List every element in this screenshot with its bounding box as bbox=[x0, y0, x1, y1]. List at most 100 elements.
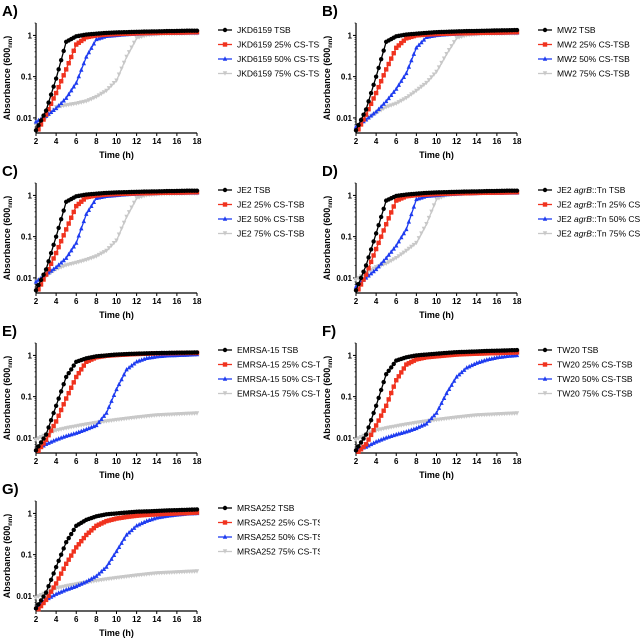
data-point bbox=[79, 225, 84, 231]
data-point bbox=[411, 90, 417, 95]
data-point bbox=[381, 48, 386, 53]
data-point bbox=[401, 97, 406, 102]
data-point bbox=[84, 211, 89, 216]
panel-label: A) bbox=[2, 3, 18, 20]
data-point bbox=[58, 585, 64, 590]
data-point bbox=[63, 561, 69, 566]
data-point bbox=[33, 279, 39, 284]
data-point bbox=[361, 444, 366, 449]
data-point bbox=[406, 219, 412, 224]
x-tick-label: 6 bbox=[74, 297, 79, 306]
y-axis-label-close: ) bbox=[322, 196, 332, 199]
x-tick-label: 14 bbox=[152, 457, 161, 466]
data-point bbox=[497, 350, 502, 356]
data-point bbox=[53, 403, 59, 408]
data-point bbox=[74, 42, 79, 47]
legend-marker bbox=[222, 505, 228, 511]
data-point bbox=[36, 606, 41, 612]
data-point bbox=[84, 54, 89, 59]
x-tick-label: 4 bbox=[54, 137, 59, 146]
data-point bbox=[46, 259, 51, 264]
data-point bbox=[386, 104, 391, 109]
x-tick-label: 10 bbox=[432, 137, 441, 146]
data-point bbox=[53, 250, 59, 256]
data-point bbox=[426, 354, 432, 360]
data-point bbox=[56, 576, 61, 581]
data-point bbox=[81, 197, 86, 202]
data-point bbox=[373, 403, 379, 408]
data-point bbox=[106, 86, 112, 91]
data-point bbox=[396, 82, 401, 87]
data-point bbox=[84, 195, 89, 200]
data-point bbox=[111, 81, 117, 86]
data-point bbox=[492, 350, 497, 356]
data-point bbox=[361, 112, 366, 117]
data-point bbox=[89, 194, 94, 199]
data-point bbox=[368, 101, 374, 107]
data-point bbox=[58, 260, 64, 265]
data-point bbox=[389, 249, 394, 254]
data-point bbox=[121, 515, 127, 520]
data-point bbox=[131, 200, 137, 206]
y-axis-label-close: ) bbox=[2, 36, 12, 39]
y-tick-label: 0.1 bbox=[21, 73, 33, 82]
x-tick-label: 16 bbox=[172, 615, 181, 624]
data-point bbox=[94, 94, 99, 100]
data-point bbox=[74, 374, 79, 380]
x-tick-label: 12 bbox=[132, 297, 141, 306]
legend-marker bbox=[222, 71, 228, 76]
data-point bbox=[114, 238, 119, 243]
data-point bbox=[441, 395, 447, 401]
x-tick-label: 6 bbox=[74, 457, 79, 466]
data-point bbox=[368, 90, 374, 96]
legend-marker bbox=[222, 534, 228, 539]
data-point bbox=[51, 438, 56, 443]
data-point bbox=[431, 203, 437, 208]
data-point bbox=[84, 99, 89, 104]
data-point bbox=[474, 351, 479, 356]
data-point bbox=[66, 535, 71, 541]
data-point bbox=[71, 244, 76, 249]
data-point bbox=[41, 600, 46, 606]
chart-panel-f: F) 2 4 6 8 10 12 14 16 18 0.01 0.1 1 Time (h) Absorban… bbox=[322, 323, 633, 480]
data-point bbox=[371, 253, 376, 258]
y-tick-label: 0.01 bbox=[16, 274, 32, 283]
series-3 bbox=[33, 569, 200, 600]
data-point bbox=[389, 390, 394, 396]
data-point bbox=[389, 210, 394, 215]
data-point bbox=[147, 512, 152, 517]
y-tick-label: 1 bbox=[28, 191, 33, 200]
data-point bbox=[376, 84, 381, 90]
series-0 bbox=[33, 350, 200, 453]
data-point bbox=[56, 558, 61, 564]
data-point bbox=[86, 34, 92, 40]
data-point bbox=[414, 425, 419, 431]
data-point bbox=[467, 363, 472, 369]
data-point bbox=[514, 27, 520, 33]
x-tick-label: 12 bbox=[132, 615, 141, 624]
data-point bbox=[79, 538, 84, 544]
data-point bbox=[84, 532, 89, 538]
data-point bbox=[61, 546, 66, 551]
data-point bbox=[81, 580, 86, 585]
data-point bbox=[46, 593, 51, 598]
x-tick-label: 2 bbox=[354, 137, 359, 146]
data-point bbox=[99, 568, 104, 574]
data-point bbox=[378, 413, 384, 418]
panel-label: B) bbox=[322, 3, 338, 20]
data-point bbox=[48, 109, 54, 114]
data-point bbox=[502, 350, 507, 356]
data-point bbox=[96, 522, 102, 527]
legend-label-italic: agrB bbox=[574, 200, 592, 210]
data-point bbox=[461, 367, 467, 372]
legend-marker bbox=[222, 56, 228, 61]
data-point bbox=[41, 436, 46, 441]
data-point bbox=[74, 101, 79, 106]
data-point bbox=[378, 79, 384, 84]
data-point bbox=[356, 444, 361, 449]
data-point bbox=[391, 204, 396, 209]
data-point bbox=[121, 60, 127, 66]
y-tick-label: 0.01 bbox=[336, 434, 352, 443]
series-line bbox=[35, 351, 198, 451]
data-point bbox=[371, 268, 376, 274]
